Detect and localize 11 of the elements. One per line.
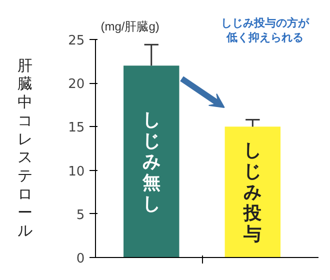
y-tick-label: 5 xyxy=(76,208,85,223)
annotation: しじみ投与の方が低く抑えられる xyxy=(220,16,310,44)
y-tick-label: 15 xyxy=(68,120,85,136)
y-tick-label: 10 xyxy=(68,164,85,180)
y-tick-label: 20 xyxy=(68,77,85,92)
y-tick-label: 25 xyxy=(68,33,85,48)
x-tick-label: しじみ投与 xyxy=(242,140,263,244)
x-tick-label: しじみ無し xyxy=(141,110,160,214)
text: 肝臓中コレステロール xyxy=(17,57,32,240)
text: (mg/肝臓g) xyxy=(100,19,160,34)
y-tick-label: 0 xyxy=(76,252,85,267)
